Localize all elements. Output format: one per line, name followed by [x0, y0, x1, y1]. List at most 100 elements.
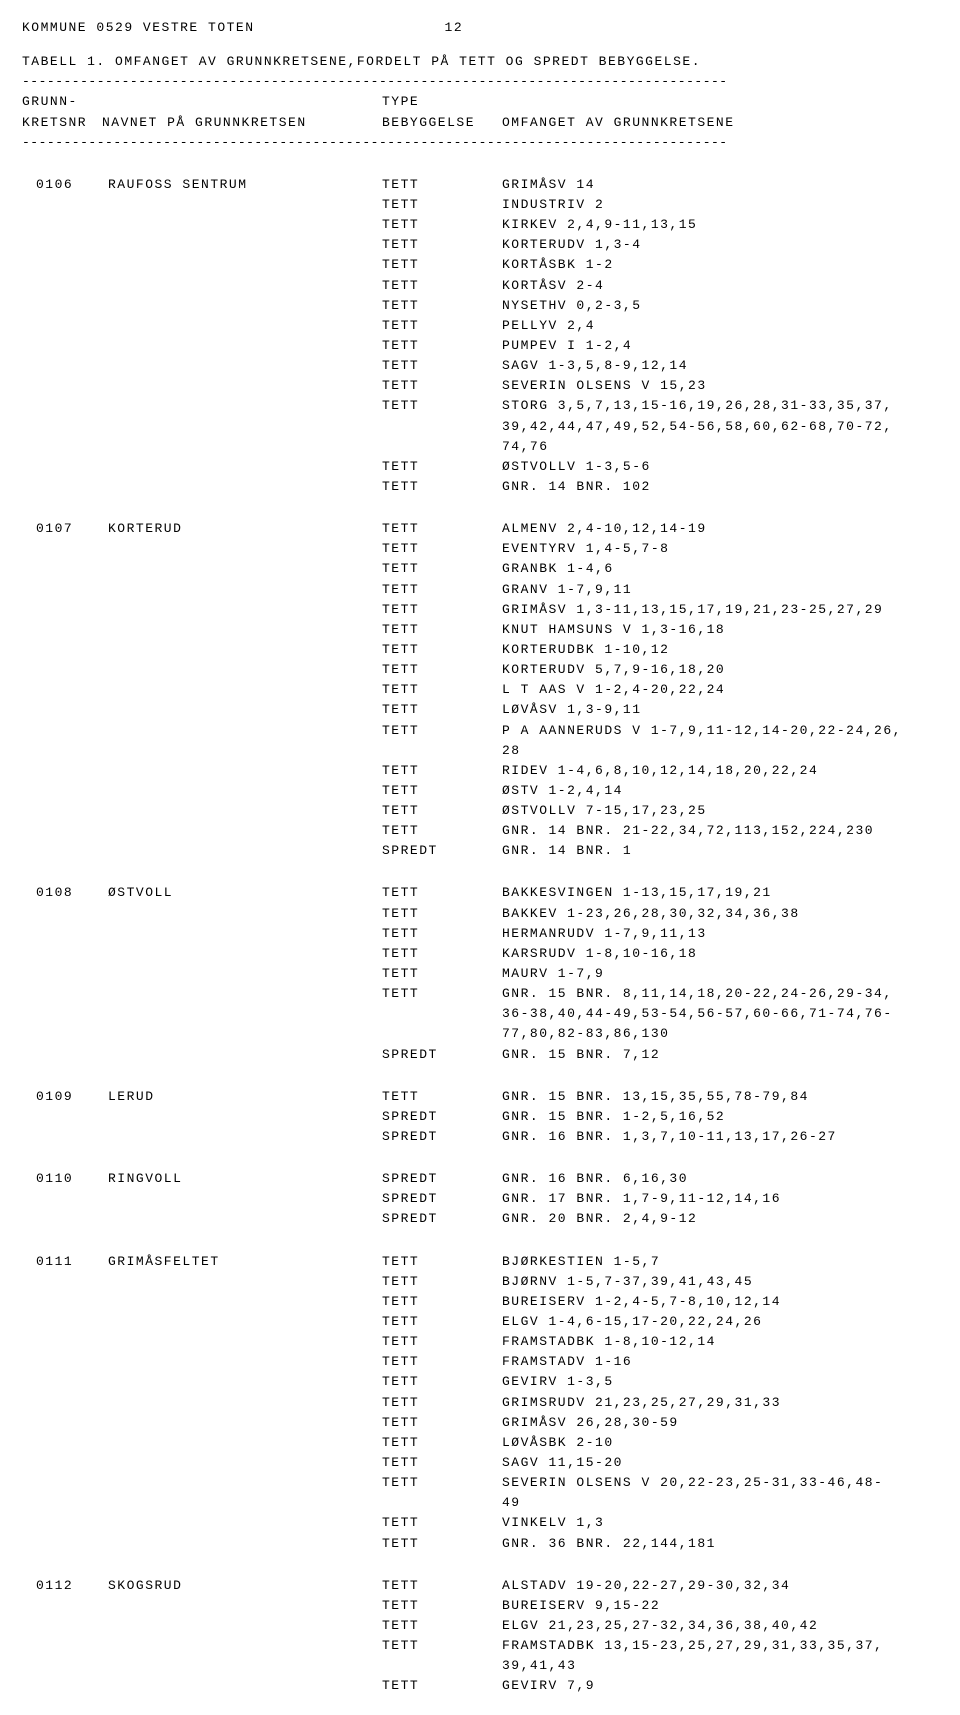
table-row: TETTGRIMÅSV 1,3-11,13,15,17,19,21,23-25,… — [22, 600, 938, 620]
bebyggelse-type: TETT — [382, 376, 502, 396]
extent-value: GNR. 17 BNR. 1,7-9,11-12,14,16 — [502, 1189, 938, 1209]
table-row: TETTKORTÅSBK 1-2 — [22, 255, 938, 275]
bebyggelse-type: TETT — [382, 296, 502, 316]
bebyggelse-type: TETT — [382, 944, 502, 964]
table-row: TETTEVENTYRV 1,4-5,7-8 — [22, 539, 938, 559]
extent-value: GNR. 36 BNR. 22,144,181 — [502, 1534, 938, 1554]
table-row: TETTELGV 1-4,6-15,17-20,22,24,26 — [22, 1312, 938, 1332]
table-row: TETTLØVÅSBK 2-10 — [22, 1433, 938, 1453]
bebyggelse-type: TETT — [382, 1292, 502, 1312]
bebyggelse-type: TETT — [382, 1372, 502, 1392]
extent-value: KARSRUDV 1-8,10-16,18 — [502, 944, 938, 964]
bebyggelse-type: TETT — [382, 924, 502, 944]
bebyggelse-type: SPREDT — [382, 1209, 502, 1229]
extent-value: GNR. 20 BNR. 2,4,9-12 — [502, 1209, 938, 1229]
extent-value: VINKELV 1,3 — [502, 1513, 938, 1533]
table-row: TETTHERMANRUDV 1-7,9,11,13 — [22, 924, 938, 944]
extent-value: EVENTYRV 1,4-5,7-8 — [502, 539, 938, 559]
table-row: SPREDTGNR. 15 BNR. 7,12 — [22, 1045, 938, 1065]
page-header: KOMMUNE 0529 VESTRE TOTEN 12 — [22, 18, 938, 38]
table-row: TETTSTORG 3,5,7,13,15-16,19,26,28,31-33,… — [22, 396, 938, 416]
extent-value: 49 — [502, 1493, 938, 1513]
table-row: TETTKORTERUDV 5,7,9-16,18,20 — [22, 660, 938, 680]
extent-value: NYSETHV 0,2-3,5 — [502, 296, 938, 316]
table-row: TETTKORTERUDV 1,3-4 — [22, 235, 938, 255]
extent-value: HERMANRUDV 1-7,9,11,13 — [502, 924, 938, 944]
table-row: 36-38,40,44-49,53-54,56-57,60-66,71-74,7… — [22, 1004, 938, 1024]
krets-name: GRIMÅSFELTET — [108, 1252, 382, 1272]
table-row: 74,76 — [22, 437, 938, 457]
table-row: 39,42,44,47,49,52,54-56,58,60,62-68,70-7… — [22, 417, 938, 437]
krets-name: KORTERUD — [108, 519, 382, 539]
table-row: TETTPUMPEV I 1-2,4 — [22, 336, 938, 356]
divider: ----------------------------------------… — [22, 72, 938, 92]
bebyggelse-type: TETT — [382, 1332, 502, 1352]
extent-value: 74,76 — [502, 437, 938, 457]
bebyggelse-type: TETT — [382, 1636, 502, 1656]
table-row: TETTGRANV 1-7,9,11 — [22, 580, 938, 600]
extent-value: KORTÅSV 2-4 — [502, 276, 938, 296]
extent-value: BJØRKESTIEN 1-5,7 — [502, 1252, 938, 1272]
table-row: 28 — [22, 741, 938, 761]
bebyggelse-type: SPREDT — [382, 1169, 502, 1189]
krets-id: 0106 — [22, 175, 108, 195]
table-title: TABELL 1. OMFANGET AV GRUNNKRETSENE,FORD… — [22, 52, 938, 72]
table-body: 0106RAUFOSS SENTRUMTETTGRIMÅSV 14TETTIND… — [22, 175, 938, 1697]
table-row: TETTKNUT HAMSUNS V 1,3-16,18 — [22, 620, 938, 640]
table-row: TETTBUREISERV 1-2,4-5,7-8,10,12,14 — [22, 1292, 938, 1312]
table-row: TETTSAGV 11,15-20 — [22, 1453, 938, 1473]
extent-value: GNR. 15 BNR. 13,15,35,55,78-79,84 — [502, 1087, 938, 1107]
table-row: 39,41,43 — [22, 1656, 938, 1676]
table-row: TETTL T AAS V 1-2,4-20,22,24 — [22, 680, 938, 700]
table-row: 0108ØSTVOLLTETTBAKKESVINGEN 1-13,15,17,1… — [22, 883, 938, 903]
bebyggelse-type: TETT — [382, 539, 502, 559]
bebyggelse-type: TETT — [382, 1513, 502, 1533]
section: 0108ØSTVOLLTETTBAKKESVINGEN 1-13,15,17,1… — [22, 883, 938, 1064]
extent-value: GNR. 15 BNR. 8,11,14,18,20-22,24-26,29-3… — [502, 984, 938, 1004]
col-type: TYPE — [382, 92, 502, 112]
table-row: TETTNYSETHV 0,2-3,5 — [22, 296, 938, 316]
table-row: SPREDTGNR. 15 BNR. 1-2,5,16,52 — [22, 1107, 938, 1127]
extent-value: SAGV 1-3,5,8-9,12,14 — [502, 356, 938, 376]
extent-value: INDUSTRIV 2 — [502, 195, 938, 215]
table-row: 77,80,82-83,86,130 — [22, 1024, 938, 1044]
table-row: 0107KORTERUDTETTALMENV 2,4-10,12,14-19 — [22, 519, 938, 539]
extent-value: KORTERUDBK 1-10,12 — [502, 640, 938, 660]
extent-value: LØVÅSV 1,3-9,11 — [502, 700, 938, 720]
krets-id: 0109 — [22, 1087, 108, 1107]
extent-value: PELLYV 2,4 — [502, 316, 938, 336]
table-row: TETTKIRKEV 2,4,9-11,13,15 — [22, 215, 938, 235]
section: 0109LERUDTETTGNR. 15 BNR. 13,15,35,55,78… — [22, 1087, 938, 1147]
bebyggelse-type: TETT — [382, 781, 502, 801]
table-row: TETTGNR. 14 BNR. 21-22,34,72,113,152,224… — [22, 821, 938, 841]
extent-value: BUREISERV 1-2,4-5,7-8,10,12,14 — [502, 1292, 938, 1312]
section: 0106RAUFOSS SENTRUMTETTGRIMÅSV 14TETTIND… — [22, 175, 938, 497]
col-empty — [502, 92, 938, 112]
section: 0112SKOGSRUDTETTALSTADV 19-20,22-27,29-3… — [22, 1576, 938, 1697]
bebyggelse-type: TETT — [382, 276, 502, 296]
table-row: TETTGEVIRV 1-3,5 — [22, 1372, 938, 1392]
bebyggelse-type: TETT — [382, 1272, 502, 1292]
extent-value: ØSTVOLLV 7-15,17,23,25 — [502, 801, 938, 821]
bebyggelse-type: TETT — [382, 457, 502, 477]
extent-value: FRAMSTADBK 13,15-23,25,27,29,31,33,35,37… — [502, 1636, 938, 1656]
extent-value: GNR. 15 BNR. 7,12 — [502, 1045, 938, 1065]
bebyggelse-type: TETT — [382, 620, 502, 640]
bebyggelse-type: TETT — [382, 1453, 502, 1473]
table-row: TETTFRAMSTADBK 1-8,10-12,14 — [22, 1332, 938, 1352]
krets-id: 0111 — [22, 1252, 108, 1272]
bebyggelse-type: TETT — [382, 801, 502, 821]
extent-value: ØSTV 1-2,4,14 — [502, 781, 938, 801]
krets-name: ØSTVOLL — [108, 883, 382, 903]
krets-name: SKOGSRUD — [108, 1576, 382, 1596]
extent-value: SEVERIN OLSENS V 20,22-23,25-31,33-46,48… — [502, 1473, 938, 1493]
extent-value: GRIMÅSV 26,28,30-59 — [502, 1413, 938, 1433]
extent-value: SEVERIN OLSENS V 15,23 — [502, 376, 938, 396]
table-row: SPREDTGNR. 16 BNR. 1,3,7,10-11,13,17,26-… — [22, 1127, 938, 1147]
extent-value: GNR. 15 BNR. 1-2,5,16,52 — [502, 1107, 938, 1127]
column-header-row2: KRETSNR NAVNET PÅ GRUNNKRETSEN BEBYGGELS… — [22, 113, 938, 133]
table-row: SPREDTGNR. 14 BNR. 1 — [22, 841, 938, 861]
extent-value: GEVIRV 1-3,5 — [502, 1372, 938, 1392]
extent-value: GRANBK 1-4,6 — [502, 559, 938, 579]
kommune-label: KOMMUNE 0529 VESTRE TOTEN — [22, 18, 255, 38]
